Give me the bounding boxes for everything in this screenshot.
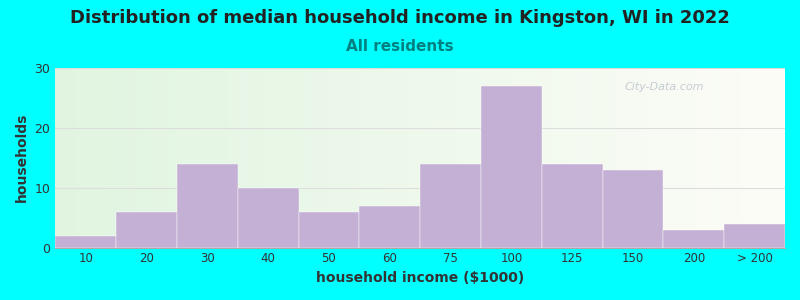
Text: All residents: All residents <box>346 39 454 54</box>
X-axis label: household income ($1000): household income ($1000) <box>316 271 524 285</box>
Text: Distribution of median household income in Kingston, WI in 2022: Distribution of median household income … <box>70 9 730 27</box>
Bar <box>602 170 663 248</box>
Bar <box>663 230 724 247</box>
Bar <box>298 212 359 247</box>
Bar <box>420 164 481 248</box>
Bar <box>177 164 238 248</box>
Bar <box>542 164 602 248</box>
Y-axis label: households: households <box>15 113 29 202</box>
Bar <box>359 206 420 247</box>
Bar <box>724 224 785 248</box>
Bar <box>116 212 177 247</box>
Bar <box>55 236 116 247</box>
Bar <box>481 86 542 248</box>
Text: City-Data.com: City-Data.com <box>625 82 704 92</box>
Bar <box>238 188 298 248</box>
